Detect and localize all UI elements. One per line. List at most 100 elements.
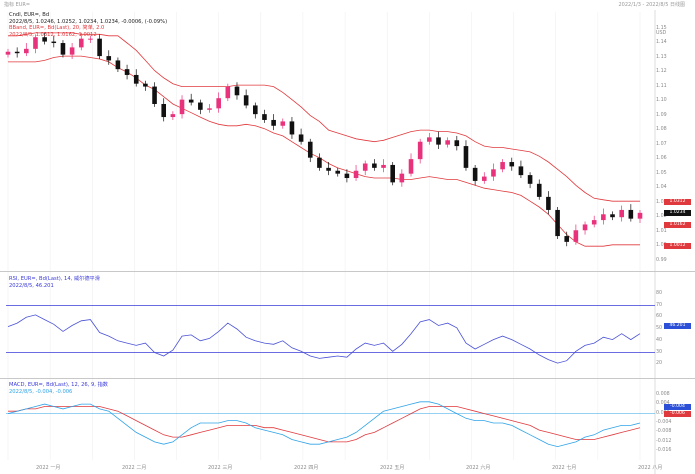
time-axis-label: 2022 六月	[466, 465, 491, 471]
price-axis-tick-label: 1.13	[656, 54, 667, 60]
candle-down	[253, 105, 258, 115]
candle-down	[326, 167, 331, 171]
candle-up	[619, 209, 624, 218]
candle-down	[463, 146, 469, 168]
price-axis-tick-label: 1.12	[656, 69, 667, 75]
rsi-axis-tick-label: 30	[656, 349, 663, 355]
signal-value-tag: -0.006	[664, 411, 691, 417]
candle-up	[582, 224, 588, 231]
macd-axis-tick-label: -0.016	[656, 448, 672, 454]
candle-up	[481, 176, 487, 181]
candle-up	[216, 98, 221, 109]
candle-down	[152, 86, 157, 104]
candle-up	[33, 37, 38, 49]
candle-down	[527, 175, 533, 184]
macd-axis-tick-label: -0.012	[656, 438, 672, 444]
candle-up	[88, 38, 93, 40]
candle-down	[271, 119, 276, 126]
candle-up	[591, 220, 597, 225]
candle-down	[133, 74, 139, 84]
candle-up	[170, 114, 176, 118]
macd-legend-title: MACD, EUR=, Bd(Last), 12, 26, 9, 指数	[9, 382, 108, 388]
candle-down	[436, 137, 441, 145]
candle-down	[60, 43, 66, 55]
candle-up	[408, 159, 414, 174]
macd-line	[7, 401, 641, 448]
candle-up	[500, 162, 505, 170]
candle-up	[399, 173, 405, 183]
price-axis-tick-label: 1.00	[656, 243, 667, 249]
macd-value-tag: -0.004	[664, 404, 691, 410]
candle-down	[51, 41, 57, 44]
rsi-legend-values: 2022/8/5, 46.201	[9, 282, 54, 289]
candle-down	[509, 162, 515, 167]
rsi-line	[7, 314, 641, 364]
candle-down	[454, 140, 460, 147]
time-axis-label: 2022 四月	[294, 465, 319, 471]
time-axis-label: 2022 七月	[552, 465, 577, 471]
price-axis-tick-label: 1.15	[656, 25, 667, 31]
candle-up	[417, 141, 423, 160]
rsi-legend: RSI, EUR=, Bd(Last), 14, 威尔德平滑 2022/8/5,…	[9, 276, 100, 289]
candle-up	[5, 51, 11, 55]
macd-axis-tick-label: -0.004	[656, 420, 672, 425]
candle-down	[289, 121, 295, 135]
candle-down	[198, 102, 203, 110]
candle-down	[161, 103, 167, 118]
macd-axis-tick-label: 0.004	[656, 401, 670, 407]
candle-legend-values: 2022/8/5, 1.0246, 1.0252, 1.0234, 1.0234…	[9, 18, 168, 25]
time-axis-label: 2022 三月	[208, 465, 233, 471]
bband-legend-values: 2022/8/5, 1.0312, 1.0162, 1.0012	[9, 31, 97, 38]
candle-down	[42, 37, 47, 42]
candle-down	[390, 164, 395, 183]
price-axis-tick-label: 1.05	[656, 170, 667, 176]
macd-pane-divider[interactable]	[0, 378, 695, 379]
candle-down	[97, 38, 102, 57]
macd-axis-tick-label: 0.008	[656, 391, 670, 397]
candle-down	[344, 173, 350, 179]
window-title-bar: 指标 EUR= 2022/1/3 - 2022/8/5 日线图	[0, 0, 695, 10]
candle-down	[546, 196, 551, 210]
time-axis-label: 2022 一月	[36, 465, 61, 471]
candle-down	[628, 209, 634, 219]
candle-down	[106, 56, 112, 61]
candle-up	[225, 86, 231, 99]
candle-up	[78, 38, 84, 48]
candle-up	[207, 108, 212, 110]
candle-up	[179, 99, 185, 115]
time-axis-label: 2022 八月	[638, 465, 663, 471]
candle-up	[573, 230, 579, 242]
candle-down	[115, 60, 121, 70]
date-range: 2022/1/3 - 2022/8/5 日线图	[618, 2, 686, 8]
candle-up	[381, 164, 386, 168]
candle-down	[188, 99, 194, 103]
price-axis-tick-label: 1.14	[656, 40, 667, 46]
bband-middle-tag: 1.0162	[664, 222, 691, 228]
candle-down	[14, 51, 20, 54]
price-axis-tick-label: 1.01	[656, 228, 667, 234]
candle-up	[445, 140, 450, 145]
candle-down	[610, 214, 615, 218]
candle-up	[637, 212, 643, 219]
candle-up	[362, 163, 368, 171]
last-price-tag: 1.0234	[664, 210, 691, 216]
candle-down	[298, 134, 304, 142]
rsi-pane-divider[interactable]	[0, 271, 695, 272]
candle-up	[69, 47, 75, 55]
price-axis-tick-label: 1.03	[656, 199, 667, 205]
price-axis-unit: USD	[656, 31, 667, 36]
candle-down	[317, 157, 322, 168]
price-axis-tick-label: 1.07	[656, 141, 667, 147]
candle-up	[427, 137, 432, 142]
price-axis-tick-label: 1.08	[656, 127, 667, 133]
macd-legend: MACD, EUR=, Bd(Last), 12, 26, 9, 指数 2022…	[9, 382, 108, 395]
price-axis-tick-label: 1.11	[656, 83, 667, 89]
macd-legend-values: 2022/8/5, -0.004, -0.006	[9, 388, 73, 395]
candle-down	[472, 167, 478, 181]
price-axis-tick-label: 1.04	[656, 185, 667, 191]
rsi-axis-tick-label: 50	[656, 326, 663, 331]
rsi-axis-tick-label: 40	[656, 337, 663, 343]
macd-axis-tick-label: -0.008	[656, 429, 672, 435]
candle-legend-title: Cndl, EUR=, Bd	[9, 12, 50, 18]
